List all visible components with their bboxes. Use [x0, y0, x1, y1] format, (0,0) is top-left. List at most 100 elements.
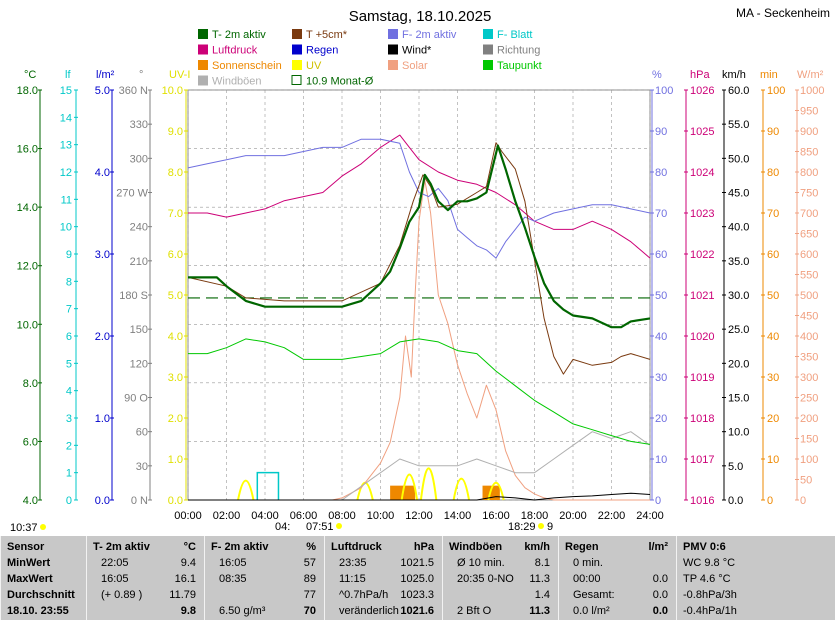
wind-tick-label: 55.0 [728, 119, 749, 131]
summary-cell-value: 89 [303, 573, 316, 585]
legend-swatch [198, 44, 208, 55]
pres-tick-label: 1023 [690, 208, 714, 220]
uv-tick-label: 7.0 [168, 208, 183, 220]
dir-axis-unit: ° [139, 69, 143, 81]
summary-cell-label: Windböen [449, 541, 503, 553]
temp-tick-label: 4.0 [23, 495, 38, 507]
uv-curve [452, 477, 471, 501]
dir-tick-label: 180 S [119, 290, 148, 302]
summary-row: 23:35 1021.5 [325, 556, 442, 571]
sun-icon [336, 523, 342, 529]
summary-cell-value: 9.4 [180, 557, 196, 569]
uv-curve [400, 473, 419, 501]
leaf-tick-label: 10 [60, 222, 72, 234]
uv-tick-label: 8.0 [168, 167, 183, 179]
legend-label: UV [306, 60, 322, 72]
hum-tick-label: 20 [655, 413, 667, 425]
rain-tick-label: 2.0 [95, 331, 110, 343]
summary-cell-label: T- 2m aktiv [93, 541, 150, 553]
hum-axis-unit: % [652, 69, 662, 81]
leaf-tick-label: 12 [60, 167, 72, 179]
pres-tick-label: 1026 [690, 85, 714, 97]
pres-tick-label: 1020 [690, 331, 714, 343]
summary-cell-label: -0.4hPa/1h [683, 605, 737, 617]
summary-cell-value: hPa [413, 541, 434, 553]
legend-swatch [388, 29, 398, 39]
summary-cell-label: 6.50 g/m³ [219, 605, 266, 617]
summary-cell-label: 2 Bft O [457, 605, 492, 617]
solar-tick-label: 0 [800, 495, 806, 507]
summary-row: F- 2m aktiv% [205, 540, 324, 555]
summary-row: 18.10. 23:55 [1, 604, 86, 619]
wind-tick-label: 45.0 [728, 188, 749, 200]
summary-column: F- 2m aktiv% 16:05 57 08:35 89 77 6.50 g/m³ 70 [204, 536, 324, 620]
summary-cell-value: 77 [303, 589, 316, 601]
leaf-tick-label: 1 [66, 468, 72, 480]
uv-tick-label: 1.0 [168, 454, 183, 466]
sun-icon [538, 523, 544, 529]
summary-column: Windböen km/h Ø 10 min. 8.1 20:35 0-NO 11.3 1.… [442, 536, 558, 620]
summary-cell-value: l/m² [648, 541, 668, 553]
plot-area [187, 134, 651, 501]
uv-tick-label: 6.0 [168, 249, 183, 261]
summary-row: veränderlich 1021.6 [325, 604, 442, 619]
summary-row: 16:05 57 [205, 556, 324, 571]
time-label: 12:00 [405, 510, 433, 522]
summary-cell-label: -0.8hPa/3h [683, 589, 737, 601]
uv-tick-label: 4.0 [168, 331, 183, 343]
leaf-tick-label: 4 [66, 386, 72, 398]
pres-tick-label: 1025 [690, 126, 714, 138]
hum-tick-label: 100 [655, 85, 673, 97]
legend-label: T +5cm* [306, 29, 348, 41]
summary-row: 22:05 9.4 [87, 556, 204, 571]
summary-row: 08:35 89 [205, 572, 324, 587]
solar-tick-label: 850 [800, 147, 818, 159]
sun-axis-unit: min [760, 69, 778, 81]
summary-row: MinWert [1, 556, 86, 571]
summary-cell-label: 16:05 [219, 557, 247, 569]
uv-curve [237, 479, 255, 501]
solar-tick-label: 350 [800, 352, 818, 364]
uv-tick-label: 9.0 [168, 126, 183, 138]
solar-tick-label: 600 [800, 249, 818, 261]
solar-tick-label: 50 [800, 475, 812, 487]
summary-row: Sensor [1, 540, 86, 555]
sunset-label: 9 [547, 521, 553, 533]
summary-row: 77 [205, 588, 324, 603]
time-label: 08:00 [328, 510, 356, 522]
legend-swatch [292, 60, 302, 70]
time-label: 00:00 [174, 510, 202, 522]
legend-label: Windböen [212, 76, 262, 88]
summary-column: Sensor MinWert MaxWert Durchschnitt 18.10. 2… [0, 536, 86, 620]
summary-row: Regen l/m² [559, 540, 676, 555]
rain-tick-label: 3.0 [95, 249, 110, 261]
legend-swatch [292, 29, 302, 39]
legend-swatch [291, 75, 302, 85]
summary-row: T- 2m aktiv °C [87, 540, 204, 555]
summary-row: 20:35 0-NO 11.3 [443, 572, 558, 587]
hum-tick-label: 0 [655, 495, 661, 507]
summary-cell-value: 0.0 [652, 573, 668, 585]
summary-row: Durchschnitt [1, 588, 86, 603]
solar-tick-label: 400 [800, 331, 818, 343]
summary-cell-label: 00:00 [573, 573, 601, 585]
legend-label: Luftdruck [212, 45, 258, 57]
legend-label: Taupunkt [497, 60, 542, 72]
solar-tick-label: 100 [800, 454, 818, 466]
sun-tick-label: 20 [767, 413, 779, 425]
summary-cell-value: 1025.0 [400, 573, 434, 585]
leaf-tick-label: 15 [60, 85, 72, 97]
summary-row: MaxWert [1, 572, 86, 587]
dir-tick-label: 330 [130, 119, 148, 131]
wind-tick-label: 20.0 [728, 358, 749, 370]
legend-swatch [388, 60, 398, 70]
wind-tick-label: 40.0 [728, 222, 749, 234]
hum-tick-label: 60 [655, 249, 667, 261]
chart-title: Samstag, 18.10.2025 [349, 8, 492, 25]
solar-tick-label: 200 [800, 413, 818, 425]
legend-swatch [483, 44, 493, 55]
leaf-tick-label: 13 [60, 140, 72, 152]
sun-tick-label: 40 [767, 331, 779, 343]
temp-tick-label: 12.0 [17, 261, 38, 273]
uv-curve [487, 481, 505, 501]
